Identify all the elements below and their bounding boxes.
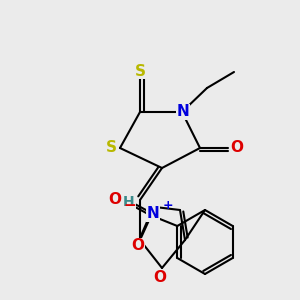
Text: N: N bbox=[177, 104, 189, 119]
Text: S: S bbox=[134, 64, 146, 79]
Text: H: H bbox=[123, 195, 135, 209]
Text: O: O bbox=[230, 140, 244, 155]
Text: −: − bbox=[123, 198, 136, 213]
Text: O: O bbox=[109, 193, 122, 208]
Text: O: O bbox=[131, 238, 145, 253]
Text: O: O bbox=[154, 269, 166, 284]
Text: S: S bbox=[106, 140, 116, 155]
Text: +: + bbox=[163, 199, 174, 212]
Text: N: N bbox=[147, 206, 159, 221]
